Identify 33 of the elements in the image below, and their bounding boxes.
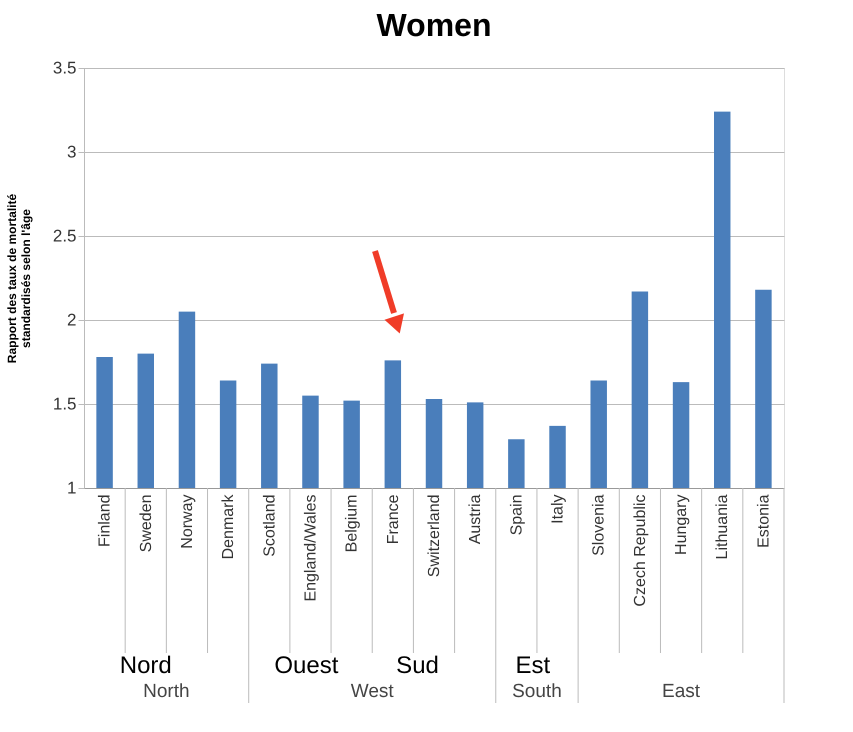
x-tick-label: England/Wales [302, 494, 320, 602]
x-tick-label: Austria [467, 494, 484, 544]
x-tick-label: Finland [96, 494, 114, 547]
x-tick-label: Lithuania [714, 494, 732, 560]
x-tick-label: Norway [178, 494, 196, 549]
text: Nord [120, 652, 172, 679]
text: Ouest [274, 652, 339, 679]
text: South [512, 681, 562, 702]
y-tick-label: 2.5 [52, 226, 76, 246]
x-tick-label: Switzerland [426, 494, 443, 578]
text: Sud [396, 652, 439, 679]
text: East [662, 681, 701, 702]
y-tick-label: 3 [67, 142, 76, 162]
x-tick-label: Czech Republic [632, 494, 649, 607]
x-tick-label: Hungary [673, 494, 690, 555]
x-tick-label: Estonia [755, 494, 772, 548]
x-tick-label: Denmark [220, 494, 238, 560]
y-tick-label: 3.5 [52, 58, 76, 78]
x-tick-label: France [384, 494, 402, 544]
x-tick-label: Spain [508, 494, 526, 536]
x-tick-label: Belgium [344, 494, 361, 552]
x-tick-label: Slovenia [590, 494, 608, 556]
y-tick-label: 1.5 [52, 394, 76, 414]
text: North [143, 681, 190, 702]
x-tick-label: Scotland [261, 494, 278, 557]
y-tick-label: 1 [67, 478, 76, 498]
text: Est [515, 652, 550, 679]
y-tick-label: 2 [67, 310, 76, 330]
x-tick-label: Sweden [138, 494, 155, 552]
y-axis-title: Rapport des taux de mortalité standardisés selon l'âge [4, 193, 33, 364]
text: West [350, 681, 394, 702]
x-tick-label: Italy [550, 494, 567, 524]
chart-title: Women [376, 7, 492, 43]
